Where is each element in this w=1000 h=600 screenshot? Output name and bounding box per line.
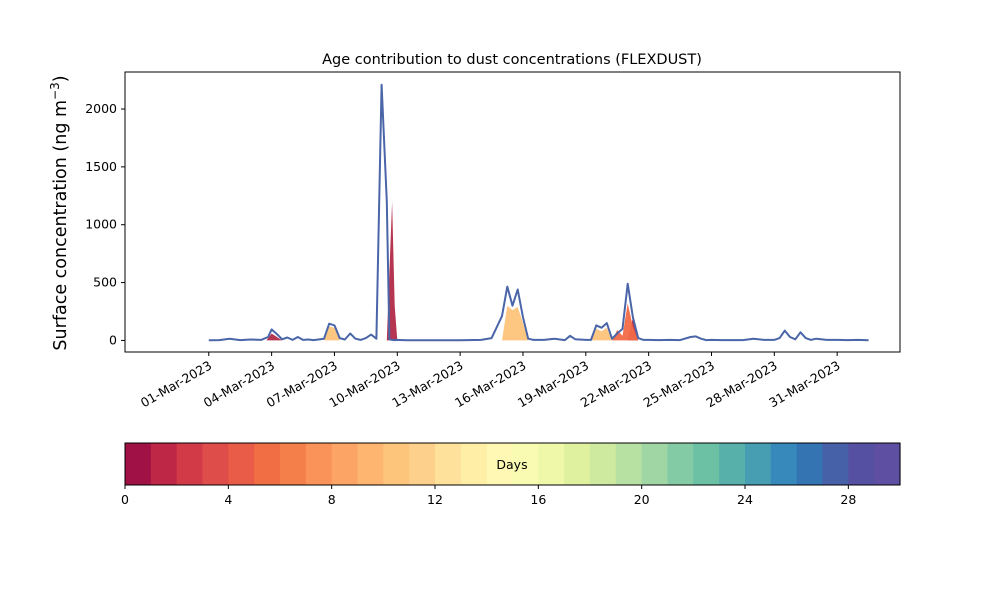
colorbar-tick-label-8: 8: [328, 492, 336, 507]
colorbar-segment-13: [460, 443, 488, 485]
colorbar-segment-16: [538, 443, 565, 485]
colorbar-segment-9: [357, 443, 384, 485]
age-band-areas: [266, 201, 639, 341]
y-axis: 0 500 1000 1500 2000: [85, 101, 125, 347]
colorbar-segment-3: [202, 443, 229, 485]
colorbar-tick-label-28: 28: [840, 492, 856, 507]
colorbar-segment-6: [280, 443, 307, 485]
colorbar-segment-22: [693, 443, 720, 485]
colorbar-segment-29: [874, 443, 901, 485]
plot-frame: [124, 71, 901, 353]
y-tick-label-1500: 1500: [85, 159, 117, 174]
total-concentration-line: [208, 83, 869, 342]
colorbar-segment-0: [125, 443, 152, 485]
colorbar: [125, 443, 901, 485]
colorbar-tick-label-24: 24: [737, 492, 753, 507]
age-band-area-1: [612, 303, 639, 341]
colorbar-segment-1: [150, 443, 178, 485]
colorbar-segment-2: [176, 443, 204, 485]
chart-title: Age contribution to dust concentrations …: [322, 52, 702, 68]
colorbar-segment-14: [486, 443, 514, 485]
colorbar-tick-label-12: 12: [427, 492, 443, 507]
x-tick-label-31-Mar-2023: 31-Mar-2023: [766, 358, 842, 411]
colorbar-label: Days: [496, 457, 527, 472]
y-tick-label-500: 500: [93, 275, 117, 290]
colorbar-segment-8: [331, 443, 359, 485]
colorbar-tick-label-16: 16: [530, 492, 546, 507]
y-axis-label-exponent: −3: [48, 82, 62, 100]
colorbar-segment-20: [641, 443, 669, 485]
colorbar-tick-label-4: 4: [224, 492, 232, 507]
colorbar-segment-5: [254, 443, 281, 485]
colorbar-segment-28: [848, 443, 875, 485]
y-axis-label: Surface concentration (ng m−3): [48, 75, 71, 350]
total-line-layer: [208, 83, 869, 342]
y-tick-label-1000: 1000: [85, 217, 117, 232]
y-axis-label-main: Surface concentration (ng m: [51, 100, 71, 351]
colorbar-tick-label-20: 20: [634, 492, 650, 507]
colorbar-segment-23: [719, 443, 746, 485]
y-tick-label-2000: 2000: [85, 101, 117, 116]
colorbar-segment-21: [667, 443, 694, 485]
colorbar-segment-4: [228, 443, 255, 485]
colorbar-segment-11: [409, 443, 436, 485]
colorbar-axis: 0 4 8 12 16 20 24 28: [121, 485, 856, 507]
colorbar-segment-18: [590, 443, 617, 485]
colorbar-segment-25: [770, 443, 798, 485]
colorbar-segment-27: [822, 443, 849, 485]
colorbar-segment-12: [435, 443, 462, 485]
colorbar-segment-19: [615, 443, 643, 485]
y-axis-label-close: ): [51, 75, 71, 82]
x-axis: 01-Mar-202304-Mar-202307-Mar-202310-Mar-…: [138, 352, 843, 410]
y-tick-label-0: 0: [109, 332, 117, 347]
age-band-area-2: [324, 305, 612, 341]
colorbar-frame: [124, 442, 901, 486]
age-band-area-0: [266, 201, 639, 341]
colorbar-segment-15: [512, 443, 539, 485]
colorbar-segment-24: [745, 443, 772, 485]
colorbar-tick-label-0: 0: [121, 492, 129, 507]
colorbar-segment-7: [305, 443, 333, 485]
colorbar-segment-26: [796, 443, 824, 485]
colorbar-segment-17: [564, 443, 591, 485]
colorbar-segment-10: [383, 443, 410, 485]
